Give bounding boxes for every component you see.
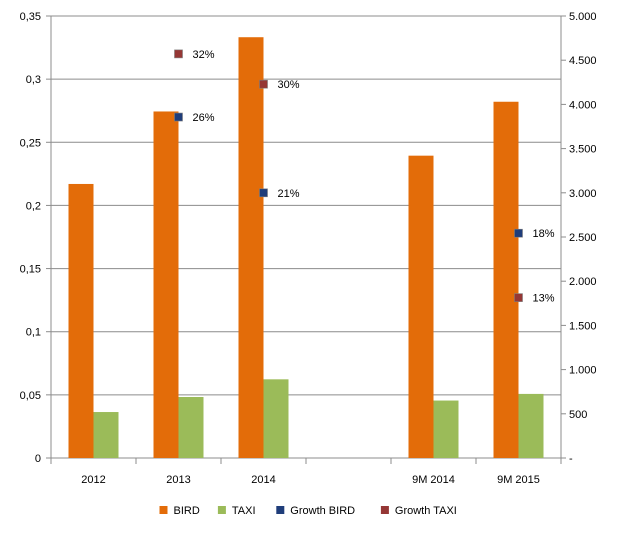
right-axis-tick-label: 5.000 bbox=[569, 11, 597, 23]
legend-label: Growth TAXI bbox=[395, 505, 457, 517]
bar-bird bbox=[408, 155, 434, 458]
bar-bird bbox=[493, 101, 519, 459]
bar-taxi bbox=[263, 379, 289, 458]
right-axis-tick-label: 3.500 bbox=[569, 144, 597, 156]
right-axis-tick-label: 1.500 bbox=[569, 320, 597, 332]
left-axis-tick-label: 0,05 bbox=[20, 390, 41, 402]
right-axis-tick-label: 4.000 bbox=[569, 99, 597, 111]
legend-swatch bbox=[380, 506, 389, 514]
marker-growth-bird bbox=[259, 188, 268, 198]
marker-growth-taxi bbox=[514, 293, 523, 302]
data-label-growth-bird: 26% bbox=[193, 112, 215, 124]
legend-swatch bbox=[159, 506, 168, 514]
left-axis-tick-label: 0,2 bbox=[26, 200, 41, 212]
marker-growth-bird bbox=[174, 112, 183, 122]
left-axis-tick-label: 0,15 bbox=[20, 264, 41, 276]
legend-label: TAXI bbox=[232, 505, 256, 517]
x-axis-tick-label: 2014 bbox=[251, 474, 275, 486]
bar-taxi bbox=[433, 400, 459, 458]
bar-taxi bbox=[178, 397, 204, 458]
left-axis-tick-label: 0,1 bbox=[26, 327, 41, 339]
bar-bird bbox=[153, 111, 179, 459]
right-axis-tick-label: 1.000 bbox=[569, 365, 597, 377]
left-axis-tick-label: 0,25 bbox=[20, 137, 41, 149]
left-axis-tick-label: 0,35 bbox=[20, 11, 41, 23]
bars bbox=[68, 37, 544, 459]
data-label-growth-taxi: 32% bbox=[193, 49, 215, 61]
right-axis-tick-label: 500 bbox=[569, 409, 587, 421]
gridlines bbox=[51, 15, 561, 396]
legend-label: BIRD bbox=[174, 505, 200, 517]
legend-label: Growth BIRD bbox=[290, 505, 355, 517]
marker-growth-taxi bbox=[259, 79, 268, 89]
growth-markers: 26% 21% 18% 32% 30% 13% bbox=[174, 49, 555, 305]
data-label-growth-bird: 18% bbox=[533, 228, 555, 240]
data-label-growth-taxi: 30% bbox=[278, 79, 300, 91]
left-axis-tick-label: 0 bbox=[35, 453, 41, 465]
x-axis-tick-label: 2012 bbox=[81, 474, 105, 486]
x-axis-tick-label: 2013 bbox=[166, 474, 190, 486]
right-axis-tick-label: 2.000 bbox=[569, 276, 597, 288]
left-axis-tick-label: 0,3 bbox=[26, 74, 41, 86]
bar-taxi bbox=[93, 412, 119, 458]
axes: 0 0,05 0,1 0,15 0,2 0,25 0,3 0,35 - 500 1.000 1.500… bbox=[20, 11, 597, 486]
marker-growth-bird bbox=[514, 228, 523, 238]
bar-bird bbox=[238, 37, 264, 458]
data-label-growth-taxi: 13% bbox=[533, 293, 555, 305]
marker-growth-taxi bbox=[174, 49, 183, 59]
right-axis-tick-label: 2.500 bbox=[569, 232, 597, 244]
data-label-growth-bird: 21% bbox=[278, 188, 300, 200]
x-axis-tick-label: 9M 2015 bbox=[497, 474, 540, 486]
bar-bird bbox=[68, 183, 94, 458]
right-axis-tick-label: - bbox=[569, 453, 573, 465]
x-axis-tick-label: 9M 2014 bbox=[412, 474, 455, 486]
legend-swatch bbox=[217, 506, 226, 514]
right-axis-tick-label: 4.500 bbox=[569, 55, 597, 67]
legend: BIRD TAXI Growth BIRD Growth TAXI bbox=[159, 505, 457, 517]
right-axis-tick-label: 3.000 bbox=[569, 188, 597, 200]
bar-taxi bbox=[518, 393, 544, 458]
legend-swatch bbox=[276, 506, 285, 514]
